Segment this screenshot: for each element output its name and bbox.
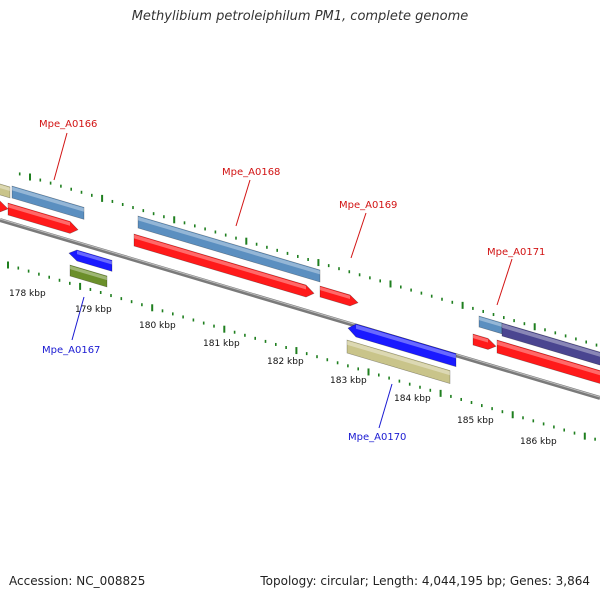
gene-edge-khaki <box>0 183 11 199</box>
callout-mpe-a0169 <box>350 212 367 259</box>
gene-cds-a0168 <box>133 233 315 298</box>
scale-label: 179 kbp <box>75 305 112 315</box>
callout-mpe-a0171 <box>496 258 513 306</box>
gene-edge-red <box>0 200 9 213</box>
callout-mpe-a0167 <box>71 296 85 341</box>
genome-backbone <box>0 218 600 400</box>
gene-label: Mpe_A0170 <box>348 432 406 443</box>
gene-label: Mpe_A0168 <box>222 167 280 178</box>
gene-feature-steel-a0166-highlight <box>12 186 84 212</box>
gene-feature-purple <box>501 322 600 366</box>
map-title: Methylibium petroleiphilum PM1, complete… <box>131 9 469 24</box>
gene-cds-a0167 <box>68 249 113 272</box>
scale-label: 181 kbp <box>203 339 240 349</box>
scale-labels: 178 kbp 179 kbp 180 kbp 181 kbp 182 kbp 183 k… <box>9 289 557 447</box>
gene-cds-a0167-highlight <box>77 250 112 265</box>
accession-label: Accession: NC_008825 <box>9 574 146 588</box>
scale-label: 183 kbp <box>330 376 367 386</box>
gene-cds-a0169 <box>319 285 359 307</box>
scale-label: 178 kbp <box>9 289 46 299</box>
gene-cds-a0170-highlight <box>356 324 456 359</box>
gene-feature-olive-a0167-highlight <box>70 265 107 281</box>
forward-tick-track <box>18 172 598 347</box>
gene-feature-khaki-a0170 <box>346 339 451 384</box>
gene-cds-a0171-highlight <box>473 334 488 343</box>
gene-feature-steel-a0166 <box>11 185 85 220</box>
gene-cds-a0166 <box>7 202 79 234</box>
gene-cds-a0168-highlight <box>134 234 306 290</box>
genome-backbone-highlight <box>0 218 600 398</box>
gene-cds-a0172-highlight <box>497 340 600 376</box>
genome-summary: Topology: circular; Length: 4,044,195 bp… <box>260 574 590 588</box>
gene-cds-a0169-highlight <box>320 286 350 300</box>
gene-feature-olive-a0167 <box>69 264 108 288</box>
callout-mpe-a0168 <box>235 179 251 227</box>
gene-cds-a0170 <box>347 323 457 368</box>
scale-label: 185 kbp <box>457 416 494 426</box>
gene-edge-khaki-highlight <box>0 184 10 192</box>
scale-label: 184 kbp <box>394 394 431 404</box>
gene-cds-a0172 <box>496 339 600 384</box>
gene-feature-steel-a0168-highlight <box>138 216 320 275</box>
gene-feature-steel-a0171-highlight <box>479 316 502 327</box>
gene-feature-steel-a0168 <box>137 215 321 283</box>
gene-label: Mpe_A0171 <box>487 247 545 258</box>
gene-cds-a0166-highlight <box>8 203 70 226</box>
gene-label: Mpe_A0166 <box>39 119 97 130</box>
scale-label: 180 kbp <box>139 321 176 331</box>
gene-labels: Mpe_A0166 Mpe_A0168 Mpe_A0169 Mpe_A0171 Mpe_… <box>39 119 545 443</box>
callout-mpe-a0166 <box>53 132 68 181</box>
gene-feature-khaki-a0170-highlight <box>347 340 450 376</box>
gene-label: Mpe_A0167 <box>42 345 100 356</box>
reverse-tick-track <box>7 261 596 441</box>
feature-blocks <box>0 183 600 384</box>
callout-mpe-a0170 <box>378 383 393 429</box>
gene-feature-purple-highlight <box>502 323 600 357</box>
scale-label: 182 kbp <box>267 357 304 367</box>
scale-label: 186 kbp <box>520 437 557 447</box>
gene-cds-a0171 <box>472 333 497 350</box>
gene-callout-lines <box>53 132 513 429</box>
gene-label: Mpe_A0169 <box>339 200 397 211</box>
